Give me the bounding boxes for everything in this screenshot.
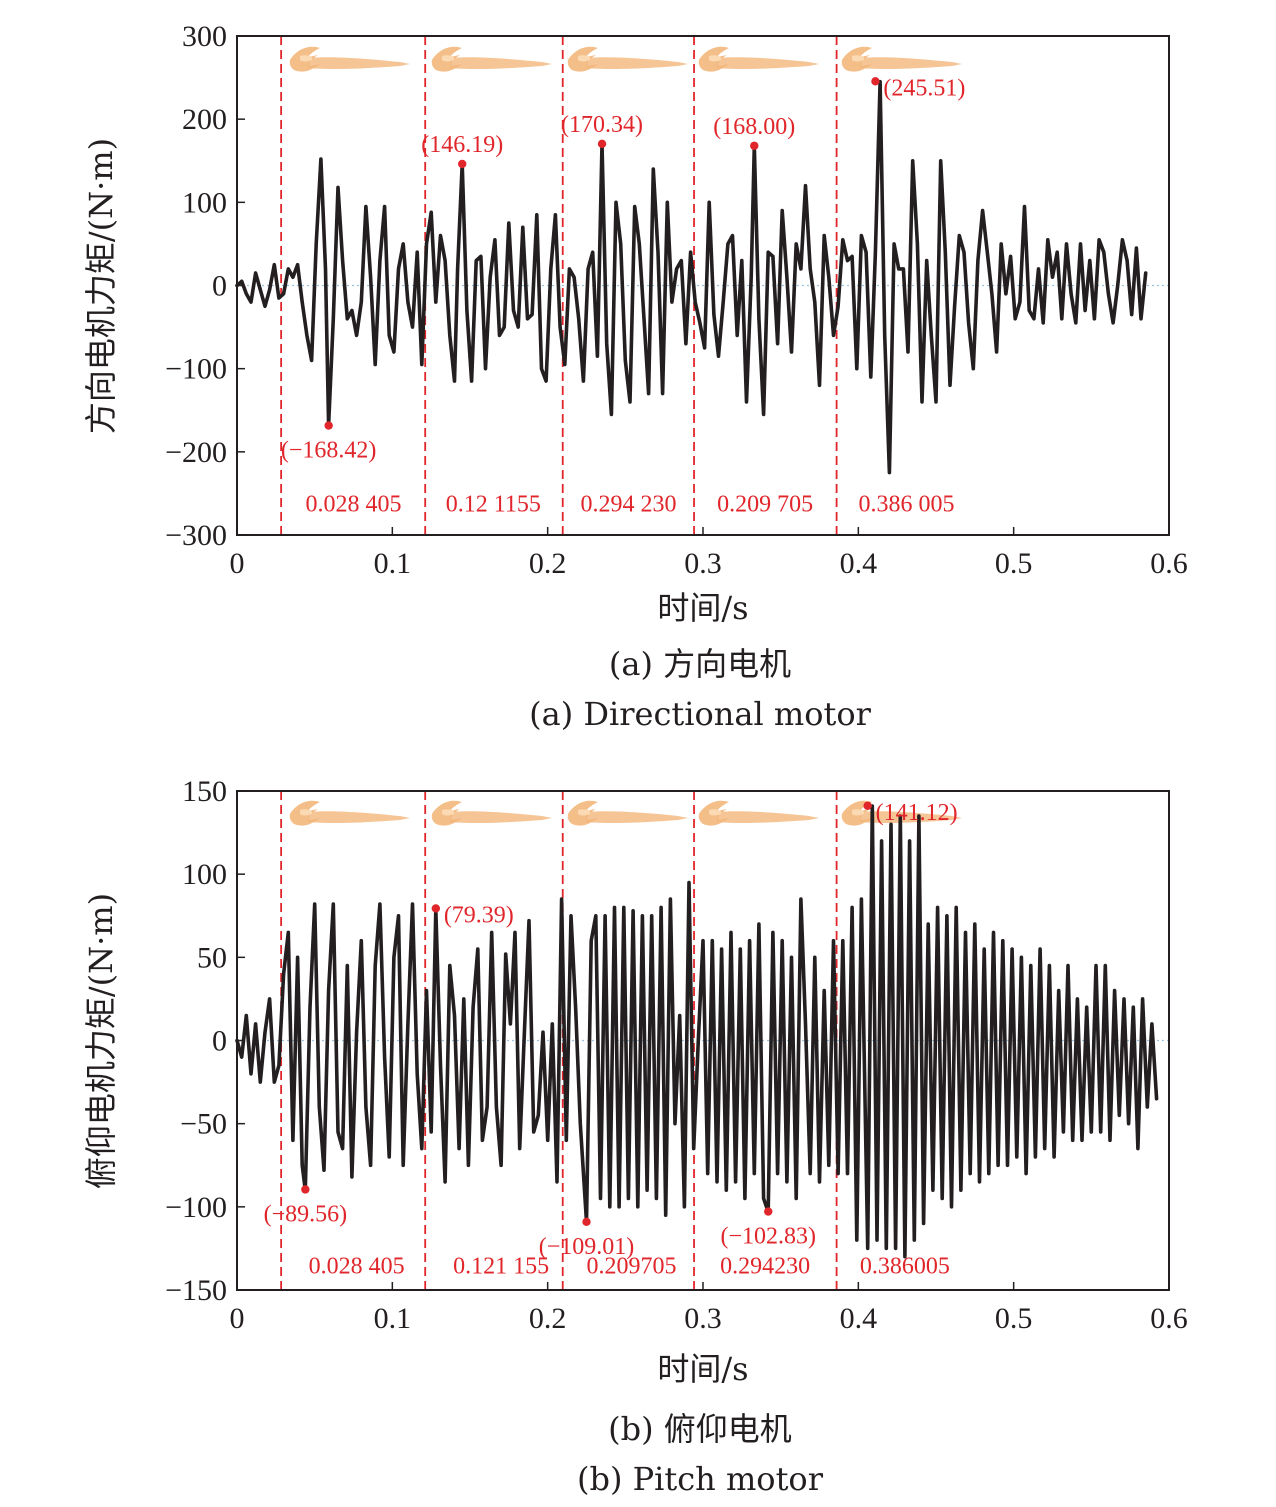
peak-marker [301, 1185, 310, 1194]
peak-annotations: (−168.42) (146.19) (170.34) (168.00) (245.51… [281, 75, 966, 463]
x-axis-label: 时间/s [657, 589, 748, 627]
flame-icon [567, 46, 688, 72]
flame-decorations [289, 46, 962, 72]
y-tick-label: 50 [197, 941, 227, 974]
torque-series-line [235, 79, 1148, 475]
y-tick-label: 0 [212, 1025, 227, 1058]
peak-marker [582, 1217, 591, 1227]
peak-value-label: (−168.42) [281, 438, 377, 464]
y-axis-label: 俯仰电机力矩/(N·m) [82, 893, 120, 1189]
caption-cn: (a) 方向电机 [609, 645, 791, 683]
peak-marker [750, 141, 759, 150]
pitch-motor-panel: (−89.56) (79.39) (−109.01) (−102.83) (141.12… [82, 775, 1188, 1498]
peak-marker [597, 139, 607, 149]
peak-value-label: (168.00) [713, 114, 795, 140]
y-tick-label: 300 [182, 20, 227, 53]
x-tick-label: 0.1 [374, 547, 412, 580]
peak-value-label: (−102.83) [720, 1224, 816, 1250]
peak-value-label: (170.34) [561, 112, 643, 138]
segment-time-label: 0.028 405 [306, 492, 402, 518]
y-axis-label: 方向电机力矩/(N·m) [82, 138, 120, 434]
y-tick-label: −200 [165, 436, 227, 469]
segment-time-label: 0.209705 [587, 1253, 677, 1279]
torque-curve [235, 79, 1148, 475]
x-tick-label: 0.6 [1150, 547, 1188, 580]
y-tick-label: −100 [165, 353, 227, 386]
x-tick-label: 0.1 [374, 1302, 412, 1335]
peak-marker [863, 801, 872, 810]
flame-icon [289, 800, 410, 826]
y-tick-label: −100 [165, 1191, 227, 1224]
x-tick-label: 0 [230, 547, 245, 580]
flame-icon [698, 800, 819, 826]
y-tick-label: 100 [182, 858, 227, 891]
segment-time-label: 0.294230 [720, 1253, 810, 1279]
segment-time-labels: 0.028 405 0.121 155 0.209705 0.294230 0.3860… [309, 1253, 950, 1279]
axis-ticks: 0 0.1 0.2 0.3 0.4 0.5 0.6 −300 −200 −100 0 100 200 30… [165, 20, 1188, 580]
segment-time-label: 0.028 405 [309, 1253, 405, 1279]
peak-marker [324, 421, 333, 430]
torque-curve [235, 804, 1159, 1259]
flame-icon [431, 46, 552, 72]
peak-marker [764, 1207, 773, 1216]
directional-motor-panel: (−168.42) (146.19) (170.34) (168.00) (245.51… [82, 20, 1188, 733]
x-tick-label: 0.3 [684, 547, 722, 580]
segment-time-label: 0.294 230 [580, 492, 676, 518]
segment-time-label: 0.12 1155 [446, 492, 541, 518]
x-tick-label: 0.4 [840, 1302, 878, 1335]
peak-value-label: (141.12) [876, 800, 958, 826]
x-tick-label: 0.5 [995, 547, 1033, 580]
segment-time-labels: 0.028 405 0.12 1155 0.294 230 0.209 705 0.38… [306, 492, 955, 518]
segment-time-label: 0.209 705 [717, 492, 813, 518]
peak-value-label: (146.19) [421, 132, 503, 158]
y-tick-label: −150 [165, 1274, 227, 1307]
segment-time-label: 0.386005 [860, 1253, 950, 1279]
x-axis-label: 时间/s [657, 1350, 748, 1388]
x-tick-label: 0 [230, 1302, 245, 1335]
flame-icon [698, 46, 819, 72]
x-tick-label: 0.4 [840, 547, 878, 580]
flame-icon [289, 46, 410, 72]
segment-time-label: 0.386 005 [858, 492, 954, 518]
x-tick-label: 0.3 [684, 1302, 722, 1335]
flame-icon [567, 800, 688, 826]
caption-en: (b) Pitch motor [577, 1460, 824, 1498]
x-tick-label: 0.2 [529, 547, 567, 580]
y-tick-label: −50 [180, 1108, 227, 1141]
x-tick-label: 0.2 [529, 1302, 567, 1335]
caption-cn: (b) 俯仰电机 [608, 1410, 792, 1448]
peak-value-label: (−109.01) [539, 1234, 635, 1260]
y-tick-label: 0 [212, 270, 227, 303]
y-tick-label: 100 [182, 186, 227, 219]
x-tick-label: 0.6 [1150, 1302, 1188, 1335]
segment-time-label: 0.121 155 [453, 1253, 549, 1279]
torque-series-line [235, 804, 1159, 1259]
peak-value-label: (79.39) [444, 902, 514, 928]
peak-value-label: (−89.56) [264, 1201, 348, 1227]
y-tick-label: 150 [182, 775, 227, 808]
flame-icon [841, 46, 962, 72]
axis-ticks: 0 0.1 0.2 0.3 0.4 0.5 0.6 −150 −100 −50 0 50 100 150 [165, 775, 1188, 1335]
y-tick-label: 200 [182, 103, 227, 136]
peak-value-label: (245.51) [883, 75, 965, 101]
peak-marker [431, 904, 441, 913]
y-tick-label: −300 [165, 519, 227, 552]
flame-icon [431, 800, 552, 826]
peak-marker [458, 159, 467, 169]
peak-annotations: (−89.56) (79.39) (−109.01) (−102.83) (141.12… [264, 800, 958, 1260]
caption-en: (a) Directional motor [529, 695, 871, 733]
x-tick-label: 0.5 [995, 1302, 1033, 1335]
flame-decorations [289, 800, 962, 826]
peak-marker [871, 77, 880, 86]
